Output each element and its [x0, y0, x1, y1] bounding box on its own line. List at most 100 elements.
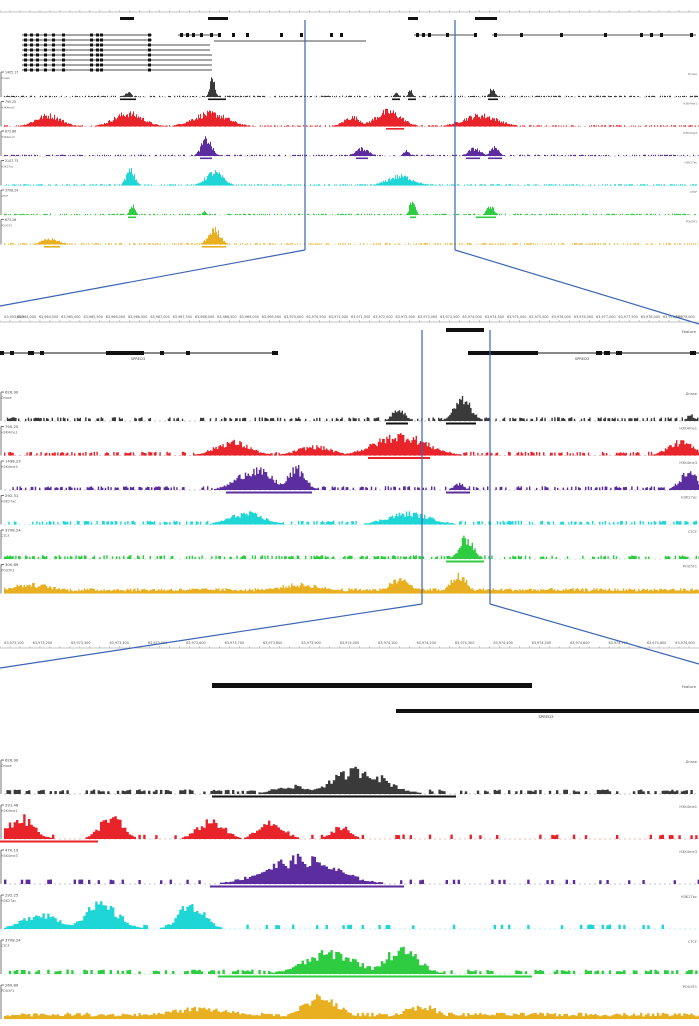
ruler-label: 63,974,400	[493, 641, 512, 645]
signal-bars	[4, 814, 698, 839]
track-name-right: H3K4me1	[683, 102, 697, 106]
exon	[90, 68, 93, 72]
peak-call-bar	[356, 157, 368, 160]
exon	[100, 38, 103, 42]
exon	[192, 33, 195, 37]
track-h3k4me1: 795.25 H3K4me1 H3K4me1	[0, 100, 699, 130]
peak-call-bar	[120, 98, 136, 101]
track-name-left: Dnase	[1, 76, 10, 80]
ruler-label: 63,973,300	[71, 641, 90, 645]
track-max-value: 1405.17	[5, 71, 18, 75]
ruler-label: 63,974,100	[378, 641, 397, 645]
track-name-right: Dnase	[686, 760, 698, 764]
ruler-label: 63,973,700	[225, 641, 244, 645]
exon	[90, 53, 93, 57]
exon	[90, 38, 93, 42]
ruler-label: 63,974,600	[570, 641, 589, 645]
exon	[604, 351, 610, 355]
exon	[90, 63, 93, 67]
ruler-label: 63,971,500	[351, 315, 370, 319]
track-max-value: 300.89	[5, 562, 19, 567]
track-name-right: CTCF	[690, 190, 697, 194]
exon	[62, 68, 65, 72]
feature-bar	[475, 17, 497, 20]
exon	[24, 43, 27, 47]
peak-call-bar	[218, 975, 532, 978]
exon	[100, 68, 103, 72]
peak-call-bar	[200, 157, 212, 160]
exon	[24, 48, 27, 52]
exon	[30, 53, 33, 57]
ruler-label: 63,967,000	[150, 315, 169, 319]
track-name-right: H3K4me3	[679, 850, 697, 854]
ruler-label: 63,974,300	[455, 641, 474, 645]
exon	[90, 48, 93, 52]
peak-call-bar	[408, 98, 416, 101]
exon	[24, 38, 27, 42]
exon	[62, 43, 65, 47]
exon	[232, 33, 235, 37]
signal-bars	[4, 572, 699, 594]
track-pou5f1: 673.26 POU5F1 POU5F1	[0, 218, 699, 248]
track-max-value: 292.25	[5, 893, 19, 898]
exon	[560, 33, 563, 37]
ruler-label: 63,974,900	[675, 641, 694, 645]
peak-call-bar	[208, 98, 226, 101]
track-name-left: H3K4me3	[1, 135, 15, 139]
peak-call-bar	[488, 157, 502, 160]
feature-bar	[120, 17, 134, 20]
exon	[100, 53, 103, 57]
exon	[148, 68, 151, 72]
track-name-right: H3K4me3	[683, 131, 697, 135]
exon	[24, 63, 27, 67]
exon	[200, 33, 203, 37]
exon	[650, 33, 653, 37]
exon	[28, 351, 34, 355]
track-name-left: H3K4me1	[1, 809, 18, 813]
ruler-label: 63,965,500	[83, 315, 102, 319]
feature-bar	[208, 17, 228, 20]
exon	[148, 53, 151, 57]
exon	[100, 63, 103, 67]
exon	[96, 53, 99, 57]
track-name-left: POU5F1	[1, 569, 14, 573]
signal-bars	[4, 994, 699, 1019]
exon	[44, 53, 47, 57]
track-max-value: 795.25	[5, 424, 19, 429]
exon	[186, 351, 190, 355]
exon	[148, 58, 151, 62]
exon	[300, 33, 303, 37]
track-name-right: Dnase	[688, 72, 697, 76]
ruler-label: 63,975,500	[529, 315, 548, 319]
exon	[90, 33, 93, 37]
exon	[44, 38, 47, 42]
panel-overview: 1405.17DnaseDnase795.25H3K4me1H3K4me1672…	[0, 10, 699, 248]
exon	[52, 48, 55, 52]
signal-bars	[8, 946, 698, 974]
exon	[210, 33, 213, 37]
ruler-label: 63,976,000	[552, 315, 571, 319]
peak-call-bar	[0, 840, 98, 843]
signal-bars	[4, 853, 699, 884]
track-max-value: 291.46	[5, 803, 19, 808]
exon	[36, 38, 39, 42]
exon	[468, 351, 538, 355]
signal-bars	[4, 201, 696, 215]
track-max-value: 292.31	[5, 493, 19, 498]
exon	[36, 48, 39, 52]
ruler-label: 63,973,800	[263, 641, 282, 645]
exon	[148, 33, 151, 37]
exon	[100, 48, 103, 52]
ruler-label: 63,964,000	[17, 315, 36, 319]
signal-bars	[4, 136, 699, 156]
track-max-value: 3708.24	[5, 528, 21, 533]
signal-bars	[4, 226, 698, 245]
exon	[52, 53, 55, 57]
feature-bar	[408, 17, 418, 20]
track-max-value: 2147.73	[5, 159, 18, 163]
peak-call-bar	[386, 422, 408, 425]
gene-label: SPRED3	[538, 714, 554, 719]
track-name-right: Dnase	[686, 392, 698, 396]
